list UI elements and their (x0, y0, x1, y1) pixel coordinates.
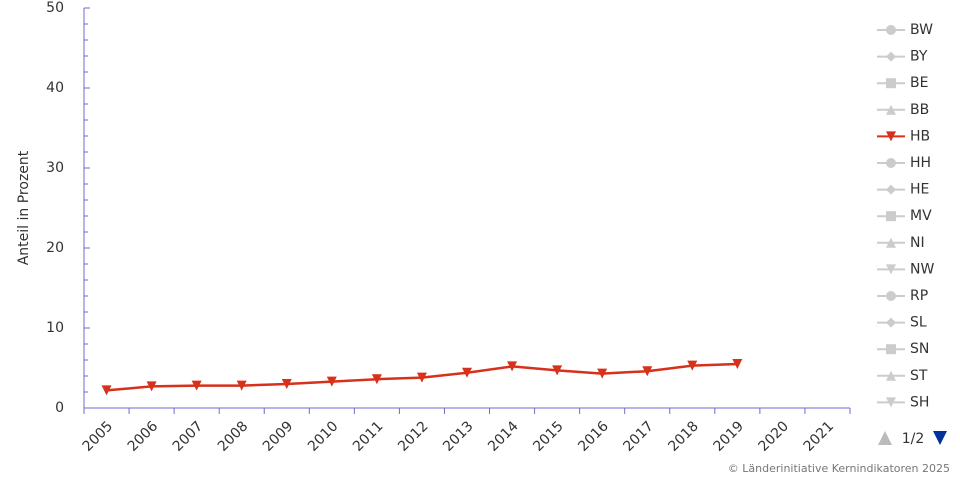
legend-item[interactable]: BE (877, 75, 928, 91)
x-tick-label: 2006 (125, 418, 162, 455)
point (642, 366, 653, 377)
legend-marker (886, 104, 896, 115)
legend-label: HH (910, 155, 931, 171)
x-tick-label: 2007 (170, 418, 207, 455)
legend-marker (886, 51, 896, 62)
legend-item[interactable]: MV (877, 208, 932, 224)
legend-marker (886, 237, 896, 248)
point (236, 380, 247, 391)
point (326, 376, 337, 387)
y-tick-label: 40 (46, 80, 64, 96)
y-tick-label: 30 (46, 160, 64, 176)
x-tick-label: 2020 (756, 418, 793, 455)
x-tick-label: 2016 (575, 418, 612, 455)
legend-item[interactable]: BW (877, 22, 933, 38)
x-tick-label: 2005 (80, 418, 117, 455)
legend-label: HE (910, 182, 929, 198)
legend-item[interactable]: HH (877, 155, 931, 171)
legend-marker (886, 211, 896, 222)
legend-marker (886, 78, 896, 89)
point (101, 385, 112, 396)
legend-label: NI (910, 235, 925, 251)
x-tick-label: 2021 (801, 418, 838, 455)
legend-item[interactable]: SH (877, 394, 929, 410)
point (732, 359, 743, 369)
legend-label: BB (910, 102, 929, 118)
point (552, 365, 563, 376)
legend-label: SL (910, 315, 927, 331)
legend-marker (886, 158, 896, 168)
x-tick-label: 2019 (710, 418, 747, 455)
legend-marker (886, 25, 896, 35)
point (371, 374, 382, 385)
credit: © Länderinitiative Kernindikatoren 2025 (728, 462, 950, 475)
legend-marker (886, 344, 896, 355)
x-tick-label: 2013 (440, 418, 477, 455)
legend-item[interactable]: HE (877, 182, 929, 198)
legend-label: SN (910, 341, 929, 357)
x-tick-label: 2008 (215, 418, 252, 455)
legend-marker (886, 291, 896, 301)
point (507, 361, 518, 372)
point (191, 380, 202, 391)
legend-marker (886, 397, 896, 408)
point (281, 379, 292, 389)
legend-item[interactable]: SN (877, 341, 929, 357)
point (597, 368, 608, 379)
x-tick-label: 2009 (260, 418, 297, 455)
y-tick-label: 50 (46, 0, 64, 16)
legend-item[interactable]: HB (877, 128, 930, 144)
x-tick-label: 2014 (485, 418, 522, 455)
legend-item[interactable]: BB (877, 102, 929, 118)
legend-label: ST (910, 368, 928, 384)
legend-item[interactable]: NI (877, 235, 925, 251)
legend-item[interactable]: NW (877, 261, 934, 277)
legend-item[interactable]: RP (877, 288, 928, 304)
legend-label: SH (910, 394, 929, 410)
legend-marker (886, 317, 896, 328)
legend-item[interactable]: SL (877, 315, 927, 331)
y-tick-label: 20 (46, 240, 64, 256)
y-tick-label: 0 (55, 400, 64, 416)
legend-label: BY (910, 49, 928, 65)
legend-prev[interactable] (878, 431, 892, 445)
legend-item[interactable]: BY (877, 49, 928, 65)
x-tick-label: 2011 (350, 418, 387, 455)
legend-item[interactable]: ST (877, 368, 928, 384)
legend-marker (886, 131, 896, 142)
legend-label: HB (910, 128, 930, 144)
x-tick-label: 2017 (620, 418, 657, 455)
legend-label: RP (910, 288, 928, 304)
legend-marker (886, 264, 896, 275)
point (146, 381, 157, 392)
legend-page: 1/2 (902, 431, 925, 447)
point (462, 367, 472, 378)
legend-marker (886, 370, 896, 381)
y-axis-label: Anteil in Prozent (16, 150, 32, 265)
legend-label: MV (910, 208, 932, 224)
legend-label: NW (910, 261, 934, 277)
point (416, 372, 427, 383)
legend-label: BE (910, 75, 928, 91)
legend-label: BW (910, 22, 933, 38)
legend-next[interactable] (933, 431, 947, 445)
x-tick-label: 2010 (305, 418, 342, 455)
point (687, 360, 698, 371)
y-tick-label: 10 (46, 320, 64, 336)
x-tick-label: 2015 (530, 418, 567, 455)
x-tick-label: 2012 (395, 418, 432, 455)
x-tick-label: 2018 (665, 418, 702, 455)
legend-marker (886, 184, 896, 195)
